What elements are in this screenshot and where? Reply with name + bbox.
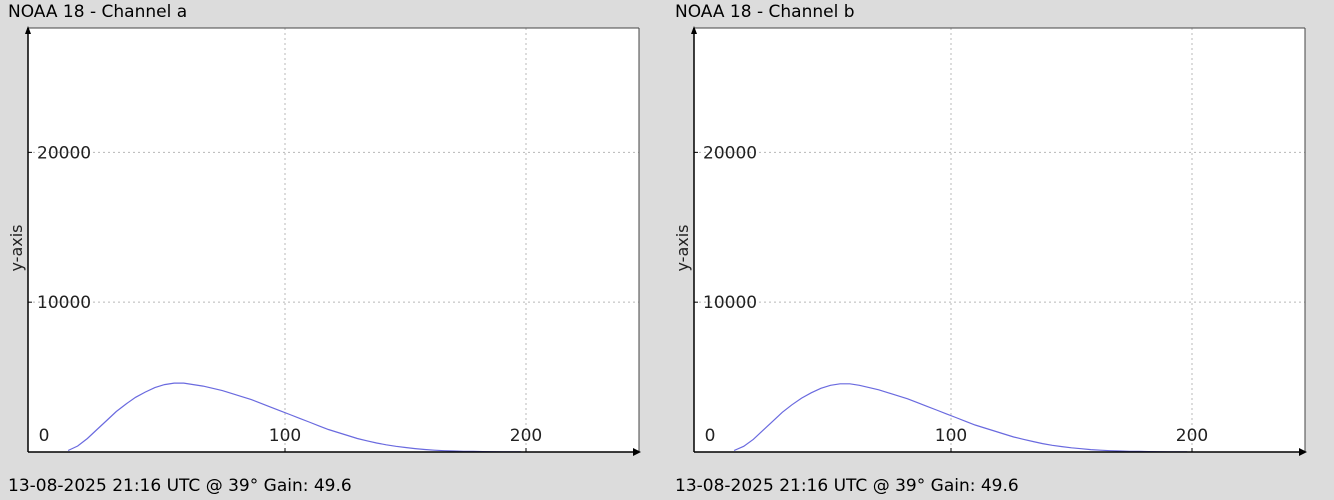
x-tick-label: 200 [510, 426, 542, 446]
x-axis-arrow [633, 448, 641, 456]
grid [694, 28, 1305, 452]
chart-title: NOAA 18 - Channel b [675, 2, 855, 22]
x-tick-label: 100 [935, 426, 967, 446]
chart-footer-status: 13-08-2025 21:16 UTC @ 39° Gain: 49.6 [675, 476, 1019, 496]
chart-title: NOAA 18 - Channel a [8, 2, 188, 22]
y-axis-label: y-axis [673, 224, 692, 271]
plot-area: 0 100 200 10000 20000 y-axis [673, 26, 1307, 456]
y-tick-label: 10000 [703, 293, 757, 313]
y-tick-label: 10000 [37, 293, 91, 313]
y-axis-label: y-axis [7, 224, 26, 271]
chart-panel-channel-b: NOAA 18 - Channel b 0 100 200 10000 20000 y-a… [667, 0, 1334, 500]
y-axis-arrow [691, 26, 697, 34]
y-tick-label: 20000 [703, 143, 757, 163]
x-tick-label: 0 [705, 426, 716, 446]
chart-panel-channel-a: NOAA 18 - Channel a 0 100 200 10000 20000 y-a… [7, 2, 641, 496]
plot-background [28, 28, 639, 452]
plot-area: 0 100 200 10000 20000 y-axis [7, 26, 641, 456]
grid [28, 28, 639, 452]
y-axis-arrow [25, 26, 31, 34]
x-tick-label: 0 [39, 426, 50, 446]
series-line [67, 382, 522, 453]
x-tick-label: 200 [1176, 426, 1208, 446]
x-axis-arrow [1299, 448, 1307, 456]
x-tick-label: 100 [269, 426, 301, 446]
chart-footer-status: 13-08-2025 21:16 UTC @ 39° Gain: 49.6 [8, 476, 352, 496]
series-line [733, 383, 1188, 453]
plot-background [694, 28, 1305, 452]
y-tick-label: 20000 [37, 143, 91, 163]
